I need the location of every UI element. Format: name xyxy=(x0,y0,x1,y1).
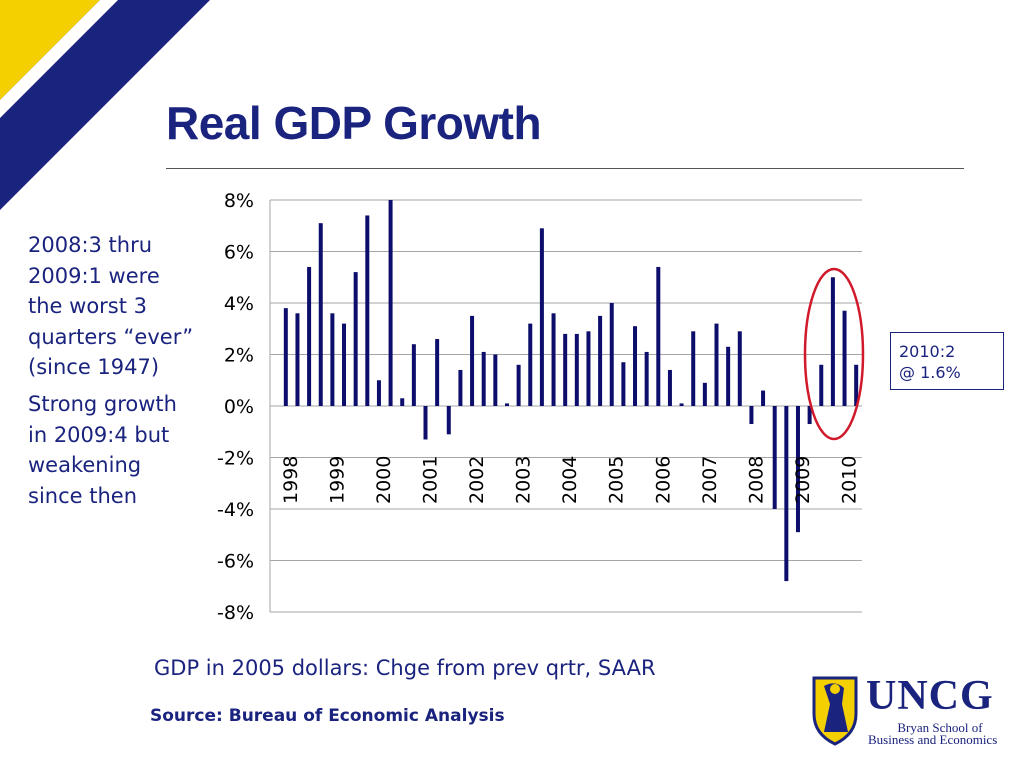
bar xyxy=(854,364,859,406)
bar xyxy=(784,406,789,582)
bar xyxy=(481,351,486,406)
bar xyxy=(470,315,475,406)
bar xyxy=(737,331,742,406)
bar xyxy=(504,403,509,406)
logo-school-line2: Business and Economics xyxy=(868,732,998,747)
x-tick-label: 2001 xyxy=(420,456,442,504)
bar xyxy=(539,228,544,406)
x-tick-label: 2005 xyxy=(606,456,628,504)
bar xyxy=(516,364,521,406)
bar xyxy=(679,403,684,406)
bar xyxy=(726,346,731,406)
x-tick-label: 2010 xyxy=(839,456,861,504)
bar xyxy=(563,333,568,406)
x-tick-label: 2006 xyxy=(652,456,674,504)
bar xyxy=(574,333,579,406)
y-tick-label: -2% xyxy=(217,448,254,470)
bar xyxy=(353,272,358,406)
note-worst-quarters: 2008:3 thru 2009:1 were the worst 3 quar… xyxy=(28,233,194,380)
bar xyxy=(307,266,312,406)
callout-value: @ 1.6% xyxy=(899,363,961,382)
y-axis-ticks: 8% 6% 4% 2% 0% -2% -4% -6% -8% xyxy=(217,190,254,624)
bar xyxy=(295,313,300,406)
corner-decoration xyxy=(0,0,210,210)
bar xyxy=(702,382,707,406)
bar xyxy=(807,406,812,425)
uncg-logo: UNCG Bryan School of Business and Econom… xyxy=(810,672,1010,748)
slide-title: Real GDP Growth xyxy=(166,97,542,149)
x-tick-label: 2002 xyxy=(466,456,488,504)
bar xyxy=(400,398,405,406)
bar xyxy=(493,354,498,406)
chart-caption: GDP in 2005 dollars: Chge from prev qrtr… xyxy=(154,656,656,680)
bar xyxy=(365,215,370,406)
callout-period: 2010:2 xyxy=(899,342,956,361)
bar xyxy=(772,406,777,509)
bar xyxy=(376,380,381,406)
bar xyxy=(842,310,847,406)
bar xyxy=(656,266,661,406)
bar xyxy=(528,323,533,406)
x-tick-label: 2008 xyxy=(745,456,767,504)
callout-box: 2010:2 @ 1.6% xyxy=(890,332,1004,390)
y-tick-label: 4% xyxy=(224,293,254,315)
bar xyxy=(644,351,649,406)
bar xyxy=(423,406,428,440)
title-divider xyxy=(166,168,964,169)
bar xyxy=(761,390,766,406)
x-tick-label: 1998 xyxy=(280,456,302,504)
bar xyxy=(551,313,556,406)
bar xyxy=(598,315,603,406)
y-tick-label: 8% xyxy=(224,190,254,212)
bar xyxy=(411,344,416,406)
logo-wordmark: UNCG xyxy=(866,673,994,719)
notes-panel: 2008:3 thru 2009:1 were the worst 3 quar… xyxy=(28,230,200,517)
bar xyxy=(667,369,672,406)
bar xyxy=(819,364,824,406)
bar xyxy=(283,308,288,406)
bar xyxy=(330,313,335,406)
y-tick-label: 2% xyxy=(224,345,254,367)
y-tick-label: -4% xyxy=(217,499,254,521)
y-tick-label: -6% xyxy=(217,551,254,573)
bar xyxy=(714,323,719,406)
x-tick-label: 2009 xyxy=(792,456,814,504)
bar xyxy=(795,406,800,533)
logo-school-line1: Bryan School of xyxy=(897,720,983,735)
bar xyxy=(609,303,614,406)
y-tick-label: 6% xyxy=(224,242,254,264)
bar xyxy=(318,223,323,406)
y-tick-label: -8% xyxy=(217,602,254,624)
bar xyxy=(342,323,347,406)
x-axis-labels: 1998 1999 2000 2001 2002 2003 2004 2005 2006 2007… xyxy=(280,456,861,504)
bar xyxy=(749,406,754,425)
x-tick-label: 1999 xyxy=(326,456,348,504)
highlight-ellipse xyxy=(803,267,865,441)
bar xyxy=(458,369,463,406)
bar xyxy=(830,277,835,406)
bar xyxy=(691,331,696,406)
bar xyxy=(633,326,638,406)
x-tick-label: 2004 xyxy=(559,456,581,504)
bar xyxy=(388,200,393,406)
x-tick-label: 2000 xyxy=(373,456,395,504)
bars xyxy=(283,200,859,582)
bar xyxy=(446,406,451,435)
note-strong-growth: Strong growth in 2009:4 but weakening si… xyxy=(28,391,177,508)
bar xyxy=(621,362,626,406)
minerva-shield-icon xyxy=(812,676,858,746)
source-note: Source: Bureau of Economic Analysis xyxy=(150,706,505,726)
bar xyxy=(586,331,591,406)
y-tick-label: 0% xyxy=(224,396,254,418)
x-tick-label: 2003 xyxy=(513,456,535,504)
bar xyxy=(435,339,440,406)
x-tick-label: 2007 xyxy=(699,456,721,504)
